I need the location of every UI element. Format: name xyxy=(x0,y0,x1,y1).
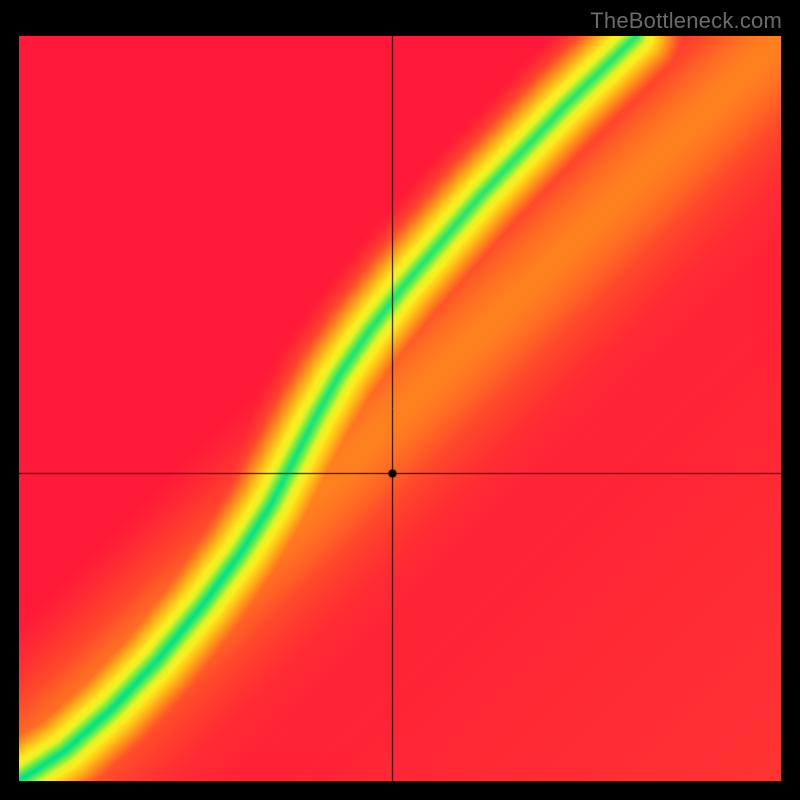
watermark-text: TheBottleneck.com xyxy=(590,8,782,34)
bottleneck-heatmap xyxy=(19,36,781,781)
heatmap-stage: TheBottleneck.com xyxy=(0,0,800,800)
